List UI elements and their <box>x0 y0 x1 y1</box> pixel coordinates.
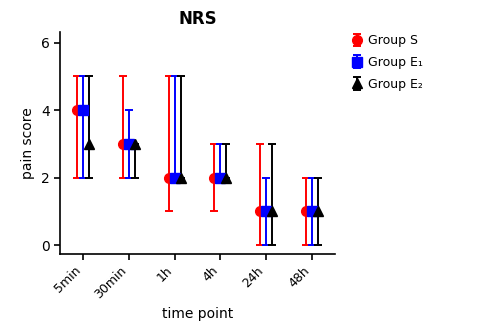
Title: NRS: NRS <box>178 10 217 28</box>
Legend: Group S, Group E₁, Group E₂: Group S, Group E₁, Group E₂ <box>352 34 424 91</box>
X-axis label: time point: time point <box>162 306 233 320</box>
Y-axis label: pain score: pain score <box>21 107 35 179</box>
